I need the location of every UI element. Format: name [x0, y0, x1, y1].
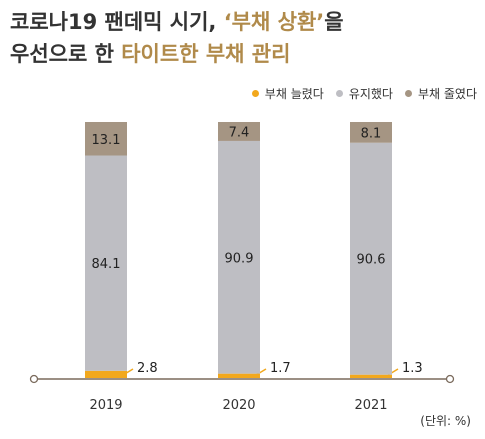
legend-label-decreased: 부채 줄였다	[417, 87, 477, 101]
bar-segment-2020-0	[218, 373, 260, 378]
bar-segment-2019-1	[85, 155, 127, 371]
data-label-2019-2: 13.1	[92, 133, 121, 148]
data-label-2021-0: 1.3	[402, 361, 423, 376]
bar-segment-2019-0	[85, 370, 127, 378]
x-tick-label-2021: 2021	[354, 398, 387, 413]
title-line-1: 코로나19 팬데믹 시기, ‘부채 상환’을	[10, 10, 344, 34]
data-label-2021-1: 90.6	[357, 253, 386, 268]
bar-segment-2021-1	[350, 142, 392, 375]
legend-dot-maintained	[335, 90, 343, 97]
x-tick-label-2019: 2019	[89, 398, 122, 413]
chart-title: 코로나19 팬데믹 시기, ‘부채 상환’을 우선으로 한 타이트한 부채 관리	[10, 6, 344, 70]
legend-label-maintained: 유지했다	[348, 87, 393, 101]
bar-segment-2020-1	[218, 140, 260, 374]
bar-segment-2021-2	[350, 122, 392, 143]
legend-dot-increased	[251, 90, 259, 97]
data-label-2020-1: 90.9	[225, 251, 254, 266]
data-label-2021-2: 8.1	[361, 126, 382, 141]
x-axis-start-marker	[29, 374, 39, 384]
legend-item-increased: 부채 늘렸다	[251, 85, 324, 102]
unit-label: (단위: %)	[420, 414, 471, 428]
x-axis-end-marker	[445, 374, 455, 384]
bar-segment-2021-0	[350, 374, 392, 378]
data-label-2020-2: 7.4	[229, 125, 250, 140]
data-label-2019-1: 84.1	[92, 257, 121, 272]
chart-legend: 부채 늘렸다 유지했다 부채 줄였다	[251, 85, 477, 102]
data-label-2019-0: 2.8	[137, 361, 158, 376]
callout-line-2020	[255, 368, 267, 376]
bar-segment-2019-2	[85, 122, 127, 156]
bar-segment-2020-2	[218, 122, 260, 141]
title-line-2: 우선으로 한 타이트한 부채 관리	[10, 42, 291, 66]
callout-line-2019	[122, 368, 134, 376]
x-tick-label-2020: 2020	[222, 398, 255, 413]
legend-dot-decreased	[404, 90, 412, 97]
legend-label-increased: 부채 늘렸다	[264, 87, 324, 101]
data-label-2020-0: 1.7	[270, 361, 291, 376]
legend-item-maintained: 유지했다	[335, 85, 393, 102]
legend-item-decreased: 부채 줄였다	[404, 85, 477, 102]
